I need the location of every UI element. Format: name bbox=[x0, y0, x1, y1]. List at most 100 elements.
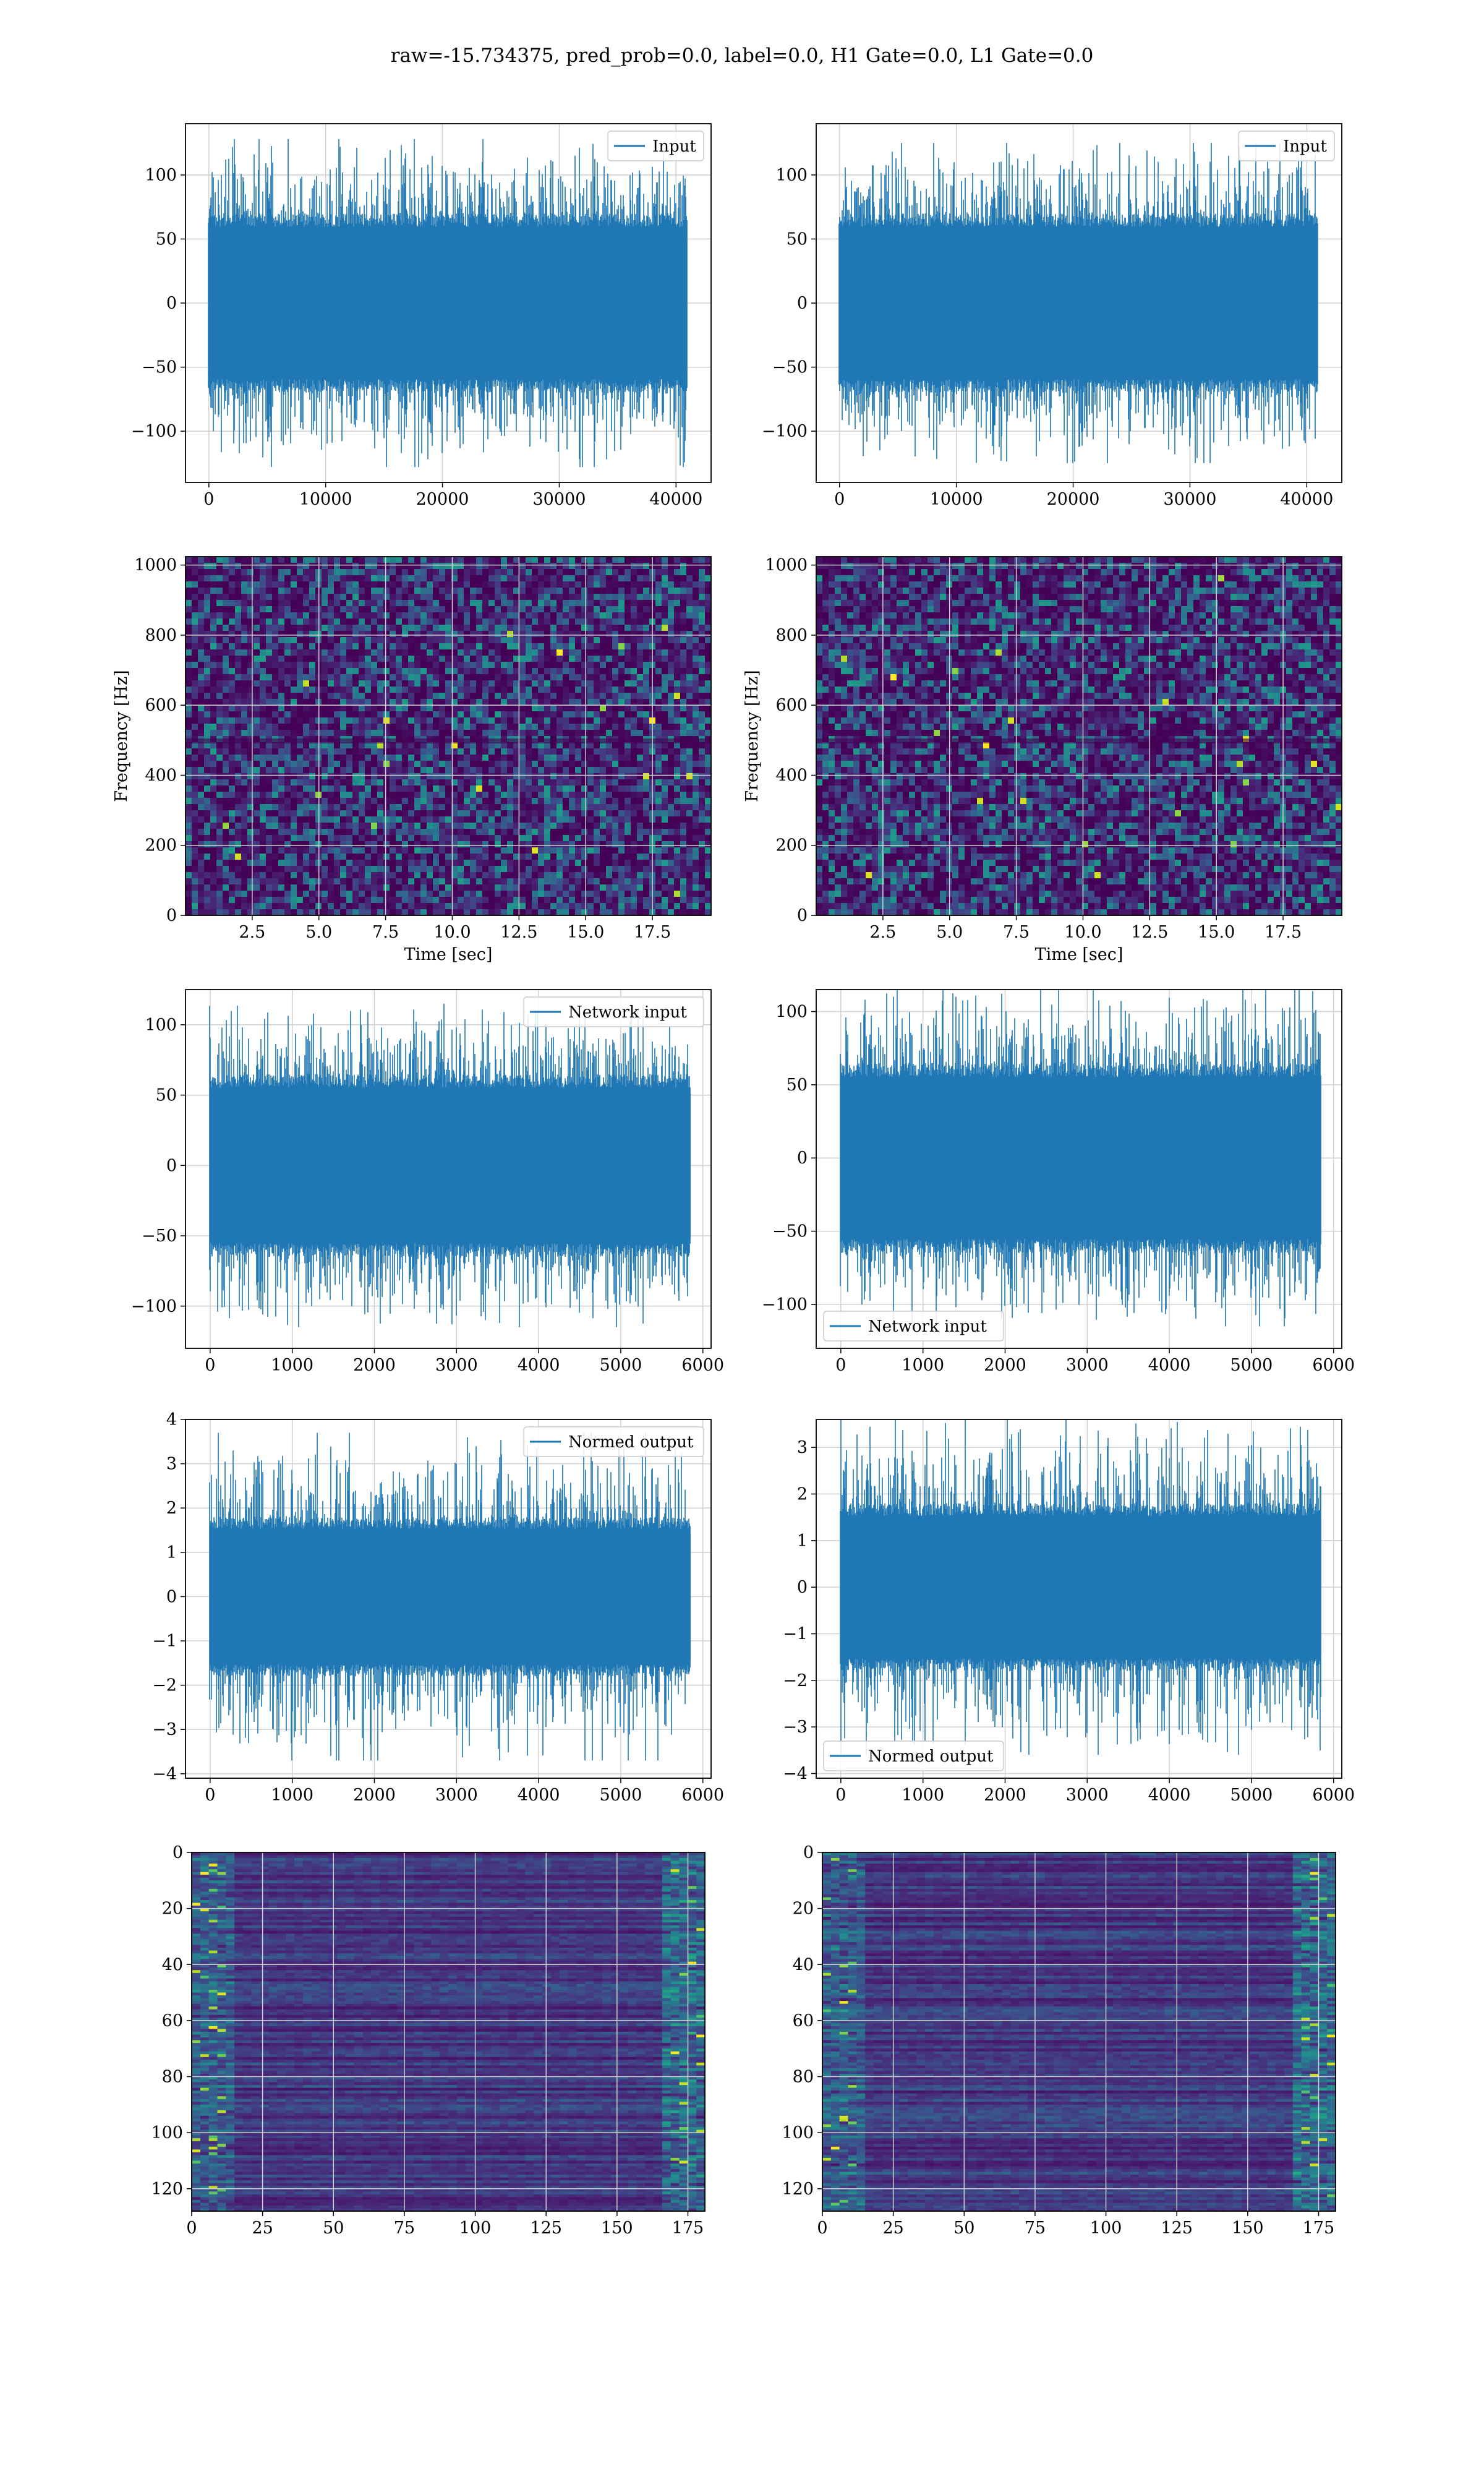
heat-cell bbox=[216, 891, 223, 897]
heat-cell bbox=[513, 588, 519, 594]
heat-cell bbox=[216, 643, 223, 649]
heat-cell bbox=[488, 897, 495, 903]
heat-cell bbox=[186, 897, 192, 903]
heat-cell bbox=[427, 755, 433, 761]
heat-cell bbox=[612, 835, 618, 841]
heat-cell bbox=[643, 854, 649, 860]
heat-cell bbox=[631, 625, 637, 631]
heat-cell bbox=[569, 711, 575, 717]
heat-cell bbox=[662, 687, 668, 693]
heat-cell bbox=[377, 891, 383, 897]
heat-cell bbox=[235, 761, 241, 767]
heat-cell bbox=[186, 594, 192, 600]
heat-cell bbox=[495, 717, 501, 724]
heat-cell bbox=[693, 680, 699, 687]
heat-cell bbox=[241, 557, 247, 563]
heat-cell bbox=[365, 668, 371, 674]
heat-cell bbox=[371, 711, 377, 717]
heat-cell bbox=[556, 866, 563, 872]
heat-cell bbox=[396, 816, 402, 823]
heat-cell bbox=[662, 884, 668, 891]
heat-cell bbox=[297, 612, 303, 618]
heat-cell bbox=[556, 588, 563, 594]
heat-cell bbox=[408, 588, 414, 594]
heat-cell bbox=[390, 891, 396, 897]
heat-cell bbox=[365, 656, 371, 662]
heat-cell bbox=[526, 575, 532, 581]
heat-cell bbox=[476, 699, 482, 705]
heat-cell bbox=[309, 606, 315, 612]
heat-cell bbox=[705, 631, 711, 637]
heat-cell bbox=[705, 656, 711, 662]
heat-cell bbox=[223, 773, 229, 779]
heat-cell bbox=[680, 618, 686, 625]
heat-cell bbox=[680, 588, 686, 594]
heat-cell bbox=[495, 816, 501, 823]
heat-cell bbox=[464, 649, 470, 656]
heat-cell bbox=[414, 841, 420, 847]
heat-cell bbox=[340, 643, 346, 649]
heat-cell bbox=[451, 606, 458, 612]
heat-cell bbox=[371, 742, 377, 748]
heat-cell bbox=[612, 804, 618, 810]
heat-cell bbox=[575, 903, 581, 909]
heat-cell bbox=[420, 866, 427, 872]
heat-cell bbox=[198, 668, 204, 674]
heat-cell bbox=[513, 656, 519, 662]
heat-cell bbox=[519, 625, 526, 631]
heat-cell bbox=[445, 687, 451, 693]
heat-cell bbox=[587, 909, 594, 915]
heat-cell bbox=[390, 798, 396, 804]
heat-cell bbox=[396, 748, 402, 755]
heat-cell bbox=[550, 841, 556, 847]
heat-cell bbox=[581, 829, 587, 835]
heat-cell bbox=[526, 761, 532, 767]
heat-cell bbox=[291, 724, 297, 730]
heat-cell bbox=[594, 730, 600, 736]
heat-cell bbox=[451, 872, 458, 878]
heat-cell bbox=[198, 748, 204, 755]
heat-cell bbox=[346, 785, 352, 792]
heat-cell bbox=[192, 779, 198, 785]
heat-cell bbox=[575, 656, 581, 662]
heat-cell bbox=[482, 631, 488, 637]
heat-cell bbox=[643, 569, 649, 575]
heat-cell bbox=[476, 687, 482, 693]
heat-cell bbox=[396, 594, 402, 600]
heat-cell bbox=[637, 779, 643, 785]
heat-cell bbox=[284, 767, 291, 773]
heat-cell bbox=[210, 631, 216, 637]
heat-cell bbox=[334, 903, 340, 909]
heat-cell bbox=[501, 588, 507, 594]
heat-cell bbox=[223, 847, 229, 854]
heat-cell bbox=[278, 903, 284, 909]
heat-cell bbox=[303, 724, 309, 730]
heat-cell bbox=[680, 569, 686, 575]
heat-cell bbox=[470, 581, 476, 588]
heat-cell bbox=[575, 643, 581, 649]
heat-cell bbox=[223, 884, 229, 891]
heat-cell bbox=[198, 724, 204, 730]
heat-cell bbox=[631, 767, 637, 773]
heat-cell bbox=[476, 693, 482, 699]
heat-cell bbox=[470, 891, 476, 897]
heat-cell bbox=[606, 903, 612, 909]
heat-cell bbox=[297, 779, 303, 785]
heat-cell bbox=[309, 872, 315, 878]
heat-cell bbox=[377, 668, 383, 674]
y-tick-label: −50 bbox=[772, 358, 808, 377]
heat-cell bbox=[346, 829, 352, 835]
heat-cell bbox=[637, 637, 643, 643]
heat-cell bbox=[414, 724, 420, 730]
heat-cell bbox=[581, 816, 587, 823]
heat-cell bbox=[699, 557, 705, 563]
heat-cell bbox=[414, 705, 420, 711]
heat-cell bbox=[365, 637, 371, 643]
heat-cell bbox=[309, 705, 315, 711]
heat-cell bbox=[612, 724, 618, 730]
heat-cell bbox=[359, 761, 365, 767]
heat-cell bbox=[216, 649, 223, 656]
heat-cell bbox=[439, 854, 445, 860]
heat-cell bbox=[637, 909, 643, 915]
heat-cell bbox=[581, 872, 587, 878]
